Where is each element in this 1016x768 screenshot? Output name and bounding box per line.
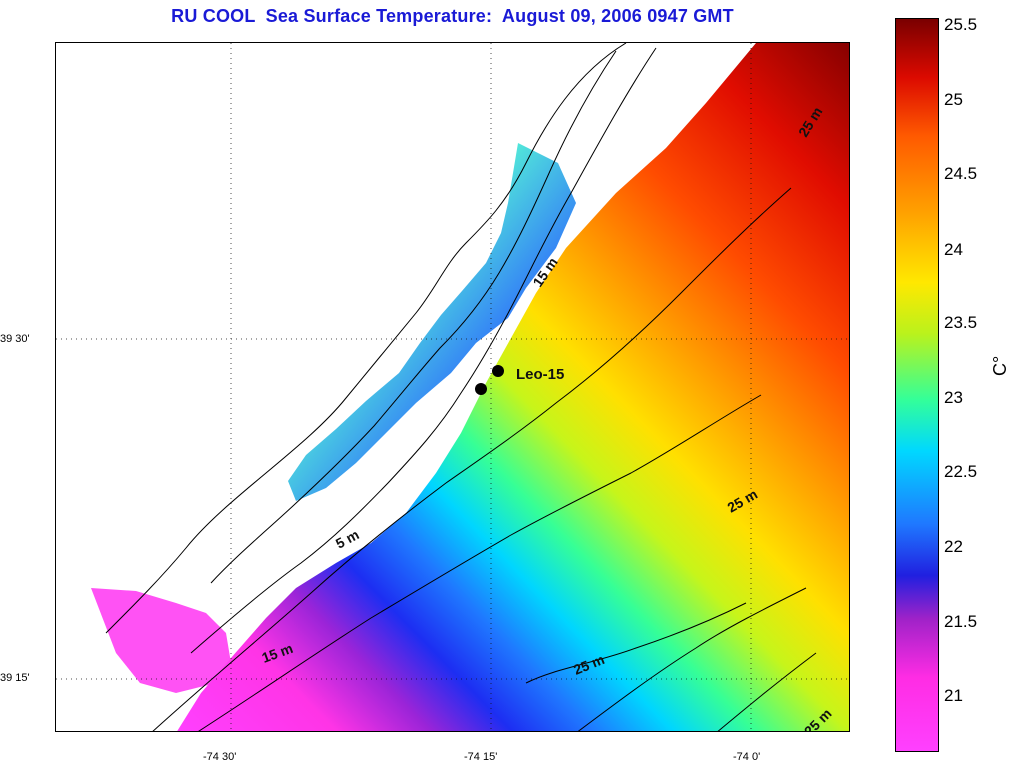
colorbar-unit: C° xyxy=(990,355,1010,376)
sea-surface-temperature-field xyxy=(177,43,849,731)
temperature-map: 25 m 15 m 5 m 25 m 15 m 25 m 25 m Leo-15 xyxy=(56,43,849,731)
colorbar-tick-23: 23 xyxy=(944,388,963,407)
map-frame: 25 m 15 m 5 m 25 m 15 m 25 m 25 m Leo-15 xyxy=(55,42,850,732)
station-markers: Leo-15 xyxy=(475,365,564,395)
y-axis-label-2: 39 15' xyxy=(0,672,30,684)
bay-temperature-area xyxy=(288,143,576,501)
map-title: RU COOL Sea Surface Temperature: August … xyxy=(171,6,734,26)
southwest-coastal-warm-patch xyxy=(91,588,231,693)
map-grid xyxy=(56,43,849,731)
temperature-colorbar xyxy=(895,18,939,752)
station-label: Leo-15 xyxy=(516,366,564,383)
colorbar-tick-25: 25 xyxy=(944,90,963,109)
station-marker-1 xyxy=(492,365,504,377)
colorbar-tick-24-5: 24.5 xyxy=(944,164,978,183)
colorbar-tick-21: 21 xyxy=(944,686,963,705)
colorbar-tick-22-5: 22.5 xyxy=(944,462,978,481)
colorbar-tick-23-5: 23.5 xyxy=(944,313,978,332)
land-outline xyxy=(105,43,817,731)
x-axis-label-1: -74 30' xyxy=(203,751,237,763)
station-marker-2 xyxy=(475,383,487,395)
x-axis-label-3: -74 0' xyxy=(733,751,761,763)
colorbar-tick-25-5: 25.5 xyxy=(944,15,978,34)
y-axis-label-1: 39 30' xyxy=(0,333,30,345)
colorbar-tick-21-5: 21.5 xyxy=(944,612,978,631)
colorbar-tick-22: 22 xyxy=(944,537,963,556)
colorbar-tick-24: 24 xyxy=(944,240,963,259)
x-axis-label-2: -74 15' xyxy=(464,751,498,763)
